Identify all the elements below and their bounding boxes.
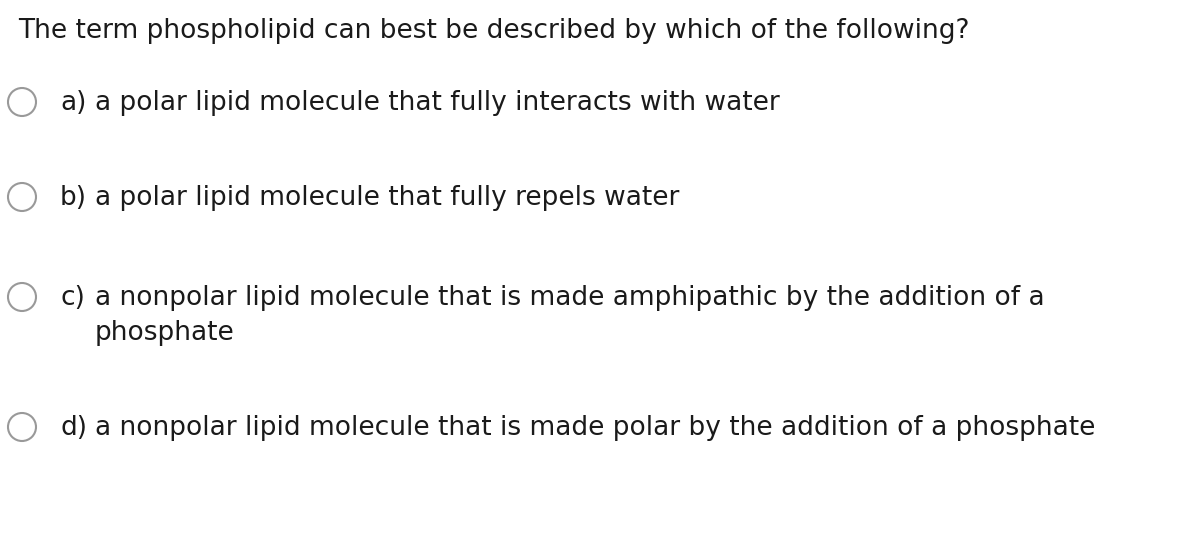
Text: a nonpolar lipid molecule that is made polar by the addition of a phosphate: a nonpolar lipid molecule that is made p… xyxy=(95,415,1096,441)
Text: a polar lipid molecule that fully repels water: a polar lipid molecule that fully repels… xyxy=(95,185,679,211)
Text: b): b) xyxy=(60,185,88,211)
Text: phosphate: phosphate xyxy=(95,320,235,346)
Text: c): c) xyxy=(60,285,85,311)
Text: a polar lipid molecule that fully interacts with water: a polar lipid molecule that fully intera… xyxy=(95,90,780,116)
Text: The term phospholipid can best be described by which of the following?: The term phospholipid can best be descri… xyxy=(18,18,970,44)
Text: a): a) xyxy=(60,90,86,116)
Text: a nonpolar lipid molecule that is made amphipathic by the addition of a: a nonpolar lipid molecule that is made a… xyxy=(95,285,1045,311)
Text: d): d) xyxy=(60,415,88,441)
